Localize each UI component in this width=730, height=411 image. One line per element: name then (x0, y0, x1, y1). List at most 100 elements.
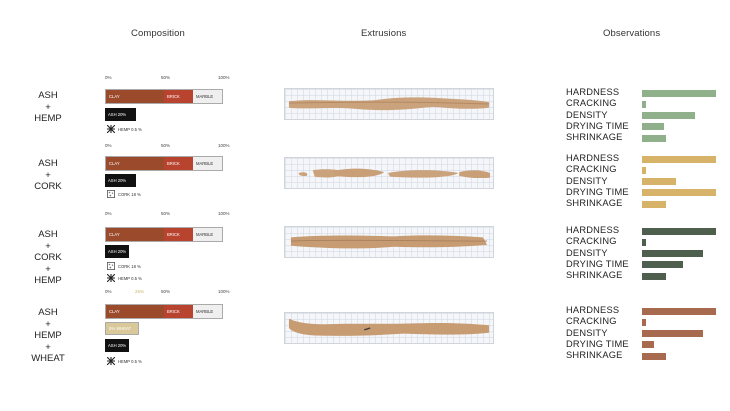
observation-row: CRACKING (566, 236, 726, 247)
marble-segment: MARBLE (193, 228, 222, 241)
observation-row: CRACKING (566, 164, 726, 175)
observation-row: CRACKING (566, 316, 726, 327)
extrusion-photo-ash-cork-hemp (284, 226, 494, 258)
cork-legend: CORK 18 % (107, 262, 141, 270)
tick-100: 100% (218, 75, 230, 80)
observation-row: SHRINKAGE (566, 350, 726, 361)
ash-chip: ASH 20% (105, 108, 136, 121)
label-line: + (45, 169, 51, 181)
label-line: HEMP (34, 330, 62, 341)
drying-time-bar (642, 189, 716, 197)
label-line: ASH (38, 229, 58, 240)
composition-bar: CLAY BRICK MARBLE (105, 156, 223, 171)
drying-time-bar (642, 261, 683, 269)
shrinkage-label: SHRINKAGE (566, 350, 623, 361)
cork-icon (107, 262, 115, 270)
observation-row: DENSITY (566, 328, 726, 339)
observations-ash-hemp-wheat: HARDNESS CRACKING DENSITY DRYING TIME SH… (566, 305, 726, 361)
label-line: + (45, 240, 51, 252)
label-line: + (45, 341, 51, 353)
tick-50: 50% (161, 289, 171, 294)
cork-legend-text: CORK 18 % (118, 191, 141, 197)
hemp-legend-text: HEMP 0.5 % (118, 275, 142, 281)
observations-ash-cork: HARDNESS CRACKING DENSITY DRYING TIME SH… (566, 153, 726, 209)
tick-50: 50% (161, 75, 171, 80)
shrinkage-bar (642, 272, 666, 280)
sample-label-ash-hemp-wheat: ASH + HEMP + WHEAT (20, 307, 76, 365)
shrinkage-label: SHRINKAGE (566, 198, 623, 209)
marble-segment: MARBLE (193, 157, 222, 170)
observation-row: DENSITY (566, 110, 726, 121)
tick-100: 100% (218, 211, 230, 216)
observations-ash-hemp: HARDNESS CRACKING DENSITY DRYING TIME SH… (566, 87, 726, 143)
cracking-label: CRACKING (566, 98, 617, 109)
observation-row: DENSITY (566, 248, 726, 259)
clay-segment: CLAY (106, 157, 164, 170)
brick-segment: BRICK (164, 305, 193, 318)
composition-bar: CLAY BRICK MARBLE (105, 304, 223, 319)
drying-time-bar (642, 341, 654, 349)
observation-row: DRYING TIME (566, 339, 726, 350)
cracking-bar (642, 238, 646, 246)
percent-ticks: 0% 50% 100% (105, 74, 230, 84)
observation-row: DRYING TIME (566, 187, 726, 198)
observation-row: DRYING TIME (566, 121, 726, 132)
percent-ticks: 0% 50% 100% (105, 210, 230, 220)
ash-chip: ASH 20% (105, 339, 129, 352)
hardness-label: HARDNESS (566, 87, 620, 97)
hardness-bar (642, 89, 716, 97)
sample-label-ash-hemp: ASH + HEMP (20, 90, 76, 125)
clay-segment: CLAY (106, 228, 164, 241)
ash-chip: ASH 20% (105, 245, 129, 258)
percent-ticks: 0% 50% 100% (105, 142, 230, 152)
extrusion-sample-image (288, 318, 490, 336)
hemp-legend-text: HEMP 0.5 % (118, 126, 142, 132)
observation-row: SHRINKAGE (566, 132, 726, 143)
density-label: DENSITY (566, 247, 608, 258)
density-bar (642, 178, 676, 186)
hemp-icon (107, 274, 115, 282)
observation-row: HARDNESS (566, 153, 726, 164)
tick-0: 0% (105, 75, 112, 80)
tick-100: 100% (218, 289, 230, 294)
clay-segment: CLAY (106, 90, 164, 103)
label-line: CORK (34, 181, 62, 192)
density-bar (642, 250, 703, 258)
tick-100: 100% (218, 143, 230, 148)
shrinkage-bar (642, 134, 666, 142)
composition-block-ash-hemp: 0% 50% 100% CLAY BRICK MARBLE ASH 20% HE… (105, 74, 230, 136)
shrinkage-label: SHRINKAGE (566, 132, 623, 143)
hardness-label: HARDNESS (566, 225, 620, 235)
tick-25: 25% (135, 289, 145, 294)
observation-row: DENSITY (566, 176, 726, 187)
extrusion-sample-image (288, 97, 490, 111)
tick-0: 0% (105, 143, 112, 148)
hardness-label: HARDNESS (566, 153, 620, 163)
ash-chip: ASH 20% (105, 174, 136, 187)
tick-0: 0% (105, 211, 112, 216)
label-line: ASH (38, 90, 58, 101)
composition-bar: CLAY BRICK MARBLE (105, 89, 223, 104)
tick-0: 0% (105, 289, 112, 294)
observation-row: HARDNESS (566, 225, 726, 236)
density-bar (642, 112, 695, 120)
cork-legend: CORK 18 % (107, 190, 141, 198)
brick-segment: BRICK (164, 90, 193, 103)
shrinkage-bar (642, 352, 666, 360)
extrusion-sample-image (290, 235, 488, 249)
brick-segment: BRICK (164, 228, 193, 241)
extrusions-header: Extrusions (361, 28, 407, 39)
marble-segment: MARBLE (193, 90, 222, 103)
extrusion-photo-ash-hemp-wheat (284, 312, 494, 344)
composition-block-ash-hemp-wheat: 0% 25% 50% 100% CLAY BRICK MARBLE 5% WHE… (105, 288, 230, 370)
composition-block-ash-cork: 0% 50% 100% CLAY BRICK MARBLE ASH 20% CO… (105, 142, 230, 202)
cork-icon (107, 190, 115, 198)
tick-50: 50% (161, 211, 171, 216)
density-label: DENSITY (566, 175, 608, 186)
marble-segment: MARBLE (193, 305, 222, 318)
shrinkage-label: SHRINKAGE (566, 270, 623, 281)
label-line: + (45, 318, 51, 330)
label-line: CORK (34, 252, 62, 263)
observation-row: SHRINKAGE (566, 270, 726, 281)
label-line: + (45, 101, 51, 113)
